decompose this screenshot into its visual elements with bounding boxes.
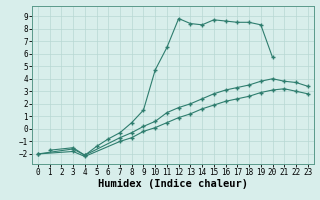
X-axis label: Humidex (Indice chaleur): Humidex (Indice chaleur) [98,179,248,189]
